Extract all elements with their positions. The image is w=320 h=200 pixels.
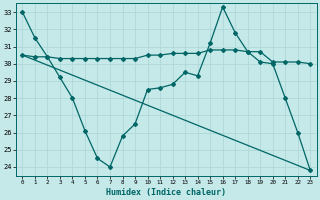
X-axis label: Humidex (Indice chaleur): Humidex (Indice chaleur) — [106, 188, 226, 197]
